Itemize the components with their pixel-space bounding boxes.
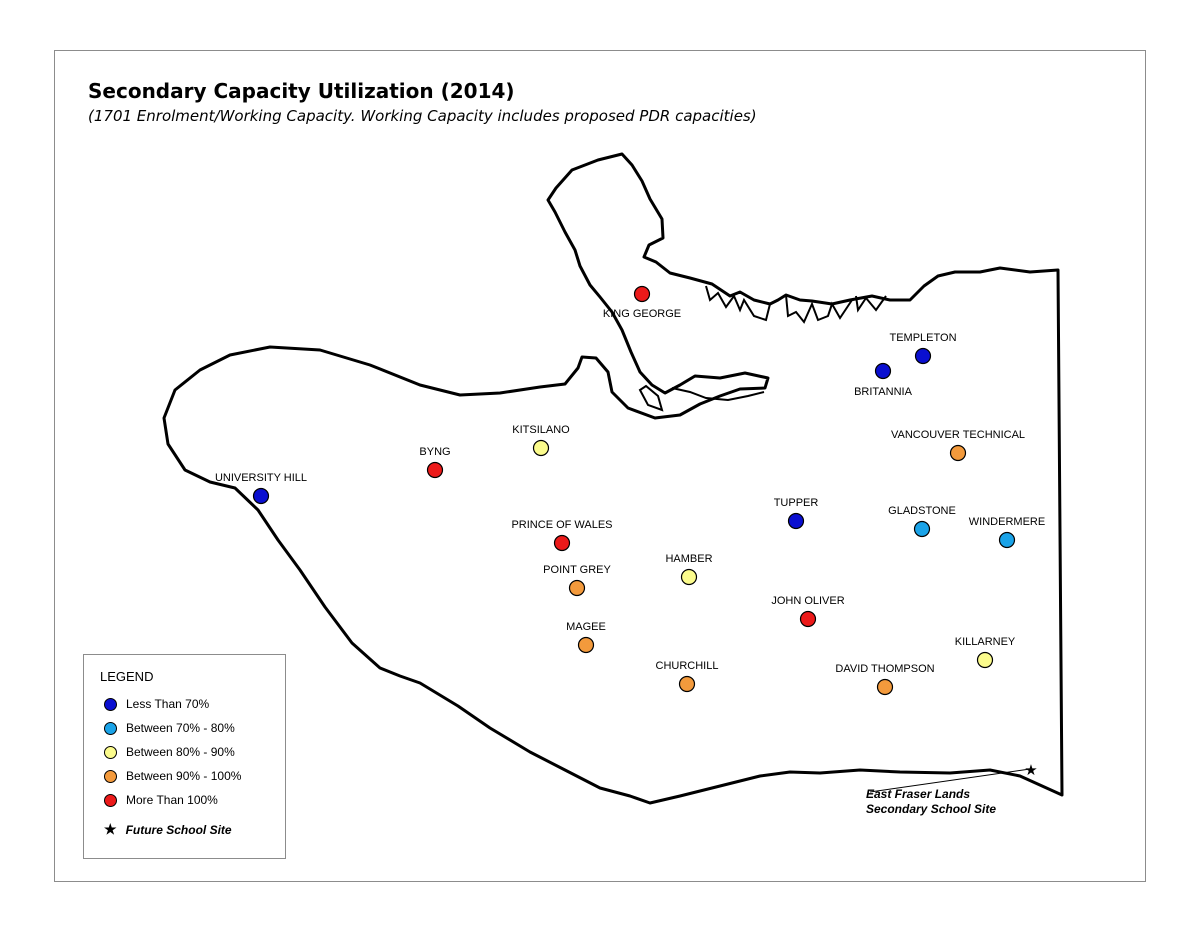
legend-swatch (104, 697, 117, 711)
school-dot (553, 534, 571, 552)
school-marker-magee: MAGEE (566, 621, 606, 654)
school-marker-gladstone: GLADSTONE (888, 505, 956, 538)
school-marker-prince-of-wales: PRINCE OF WALES (511, 519, 613, 552)
map-subtitle: (1701 Enrolment/Working Capacity. Workin… (88, 107, 757, 125)
future-site-label-line1: East Fraser Lands (866, 787, 971, 801)
legend-item-future-site: ★ Future School Site (104, 821, 232, 838)
school-dot (998, 531, 1016, 549)
school-marker-vancouver-technical: VANCOUVER TECHNICAL (891, 429, 1025, 462)
school-marker-point-grey: POINT GREY (543, 564, 611, 597)
school-label: KING GEORGE (603, 308, 681, 320)
school-dot (913, 520, 931, 538)
school-dot (678, 675, 696, 693)
school-dot (876, 678, 894, 696)
school-dot (568, 579, 586, 597)
school-marker-killarney: KILLARNEY (955, 636, 1016, 669)
school-label: DAVID THOMPSON (835, 663, 934, 675)
school-label: KILLARNEY (955, 636, 1016, 648)
school-label: TEMPLETON (889, 332, 956, 344)
school-label: UNIVERSITY HILL (215, 472, 307, 484)
school-dot (914, 347, 932, 365)
school-dot (252, 487, 270, 505)
legend-label: Between 90% - 100% (126, 769, 242, 783)
school-marker-churchill: CHURCHILL (656, 660, 719, 693)
future-site-star-icon: ★ (1024, 761, 1037, 779)
school-dot (426, 461, 444, 479)
school-marker-david-thompson: DAVID THOMPSON (835, 663, 935, 696)
legend-title: LEGEND (100, 669, 154, 684)
school-dot (799, 610, 817, 628)
legend-label: More Than 100% (126, 793, 218, 807)
legend-label: Between 70% - 80% (126, 721, 235, 735)
legend-swatch (104, 721, 117, 735)
school-marker-john-oliver: JOHN OLIVER (771, 595, 845, 628)
school-dot (787, 512, 805, 530)
legend-item-more-than-100: More Than 100% (104, 791, 218, 809)
legend: LEGEND Less Than 70% Between 70% - 80% B… (83, 654, 286, 859)
school-label: PRINCE OF WALES (511, 519, 612, 531)
school-dot (949, 444, 967, 462)
legend-swatch (104, 769, 117, 783)
legend-item-90-100: Between 90% - 100% (104, 767, 241, 785)
legend-swatch (104, 745, 117, 759)
school-label: TUPPER (774, 497, 819, 509)
school-marker-hamber: HAMBER (665, 553, 713, 586)
school-label: BYNG (419, 446, 450, 458)
legend-label: Less Than 70% (126, 697, 210, 711)
legend-future-label: Future School Site (125, 822, 232, 837)
school-marker-templeton: TEMPLETON (889, 332, 957, 365)
school-label: MAGEE (566, 621, 606, 633)
map-title: Secondary Capacity Utilization (2014) (88, 79, 515, 103)
future-site-annotation: East Fraser Lands Secondary School Site (866, 787, 996, 817)
legend-label: Between 80% - 90% (126, 745, 235, 759)
legend-item-70-80: Between 70% - 80% (104, 719, 235, 737)
school-layer: KING GEORGE TEMPLETON BRITANNIA KITSILANO BY… (215, 285, 1045, 696)
inner-shoreline (671, 387, 765, 402)
school-label: GLADSTONE (888, 505, 956, 517)
star-icon: ★ (104, 821, 117, 837)
school-dot (633, 285, 651, 303)
school-label: VANCOUVER TECHNICAL (891, 429, 1025, 441)
school-label: POINT GREY (543, 564, 611, 576)
school-dot (976, 651, 994, 669)
school-label: WINDERMERE (969, 516, 1045, 528)
legend-item-less-than-70: Less Than 70% (104, 695, 209, 713)
school-marker-windermere: WINDERMERE (969, 516, 1045, 549)
school-dot (680, 568, 698, 586)
school-marker-tupper: TUPPER (774, 497, 819, 530)
map-frame (54, 50, 1146, 882)
school-marker-university-hill: UNIVERSITY HILL (215, 472, 307, 505)
school-label: HAMBER (665, 553, 712, 565)
shoreline-docks (705, 285, 887, 324)
city-boundary (162, 152, 1064, 805)
school-label: CHURCHILL (656, 660, 719, 672)
false-creek (638, 384, 664, 412)
future-site-label-line2: Secondary School Site (866, 802, 997, 816)
legend-swatch (104, 793, 117, 807)
school-dot (874, 362, 892, 380)
school-dot (577, 636, 595, 654)
future-site-leader (869, 768, 1031, 793)
school-label: BRITANNIA (854, 386, 913, 398)
legend-item-80-90: Between 80% - 90% (104, 743, 235, 761)
school-marker-byng: BYNG (419, 446, 451, 479)
school-marker-britannia: BRITANNIA (854, 362, 913, 398)
school-label: JOHN OLIVER (771, 595, 844, 607)
school-dot (532, 439, 550, 457)
school-label: KITSILANO (512, 424, 570, 436)
school-marker-kitsilano: KITSILANO (512, 424, 570, 457)
school-marker-king-george: KING GEORGE (603, 285, 681, 320)
